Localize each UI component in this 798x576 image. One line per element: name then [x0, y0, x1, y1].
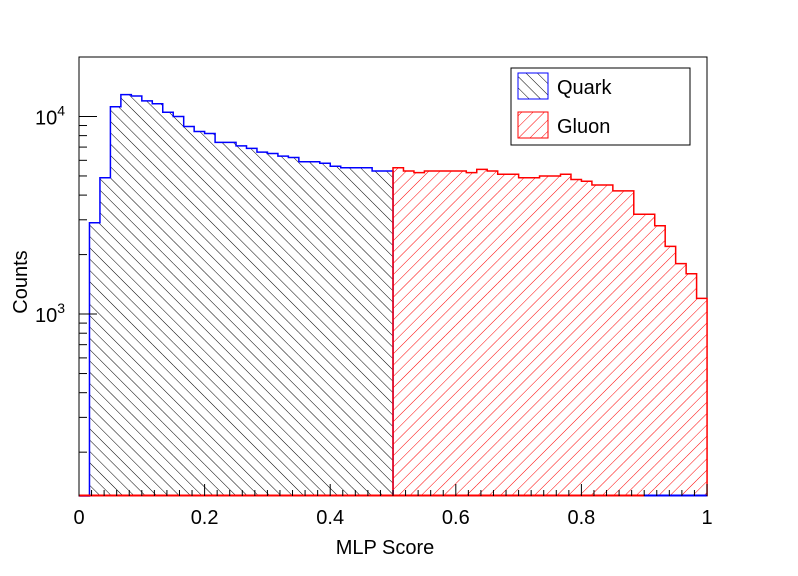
gluon-series-outline: [392, 167, 708, 496]
gluon-series-bar: [518, 177, 530, 496]
gluon-series-bar: [455, 170, 467, 497]
gluon-series-bar: [560, 174, 571, 496]
gluon-series-bar: [581, 181, 592, 497]
quark-series-bar: [319, 163, 331, 496]
quark-series-bar: [110, 106, 121, 496]
gluon-series-bar: [508, 174, 519, 496]
quark-series-bar: [204, 133, 216, 497]
gluon-series-bar: [591, 184, 603, 496]
y-tick-label: 103: [35, 300, 65, 327]
gluon-series-bar: [570, 179, 582, 497]
x-axis-ticks: 0 0.2 0.4 0.6 0.8 1: [73, 484, 713, 529]
gluon-series-bar: [487, 170, 498, 497]
quark-series-bar: [277, 156, 289, 496]
gluon-series-bar: [539, 175, 551, 496]
gluon-series-bar: [476, 169, 488, 496]
quark-series-bar: [288, 157, 299, 496]
x-tick-label: 0.4: [316, 507, 344, 529]
gluon-series-bar: [529, 177, 540, 496]
gluon-series-bar: [497, 174, 509, 496]
gluon-series-bar: [550, 175, 561, 496]
gluon-series-bar: [403, 170, 414, 497]
y-axis-label: Counts: [10, 250, 32, 313]
gluon-series-bar: [413, 172, 425, 497]
quark-series-bar: [173, 116, 184, 497]
legend-swatch-quark: [517, 72, 549, 100]
gluon-series-bar: [665, 246, 676, 496]
legend-label-gluon: Gluon: [557, 116, 610, 138]
quark-series-bar: [99, 177, 111, 496]
quark-series-bar: [340, 167, 352, 496]
gluon-series-bar: [434, 170, 446, 497]
gluon-series-bar: [602, 184, 613, 496]
quark-series-bar: [361, 167, 373, 496]
quark-series-bar: [382, 170, 394, 497]
gluon-series-bar: [466, 172, 477, 497]
quark-series-bar: [330, 166, 341, 496]
quark-series-bar: [141, 100, 153, 496]
legend-swatch-gluon: [517, 111, 549, 139]
y-axis-ticks: 103 104: [35, 56, 97, 453]
quark-series-bar: [89, 222, 100, 497]
gluon-series-bar: [654, 225, 666, 496]
x-tick-label: 1: [701, 507, 712, 529]
x-tick-label: 0.6: [442, 507, 470, 529]
y-tick-label: 104: [35, 102, 65, 129]
quark-series-bar: [372, 170, 383, 497]
quark-series-bar: [225, 142, 237, 496]
quark-series-bar: [298, 161, 310, 496]
x-tick-label: 0.8: [567, 507, 595, 529]
quark-series-bar: [194, 131, 205, 496]
quark-series-bar: [131, 95, 142, 496]
gluon-series-bar: [696, 298, 708, 496]
gluon-series-bar: [686, 273, 697, 496]
gluon-series-bar: [612, 190, 624, 496]
quark-series-bar: [152, 103, 163, 497]
gluon-series-bar: [623, 190, 634, 496]
gluon-series-bar: [424, 170, 435, 497]
gluon-series-bar: [633, 214, 645, 496]
quark-series-bar: [309, 161, 320, 496]
gluon-series-bar: [644, 214, 655, 496]
x-tick-label: 0: [73, 507, 84, 529]
quark-series-bar: [256, 152, 268, 497]
gluon-series-bar: [675, 263, 687, 496]
gluon-series-bar: [445, 170, 456, 497]
quark-series-bar: [162, 112, 174, 497]
quark-series-bar: [120, 94, 132, 496]
quark-series-bar: [236, 145, 247, 497]
legend-label-quark: Quark: [557, 77, 612, 99]
quark-series-bar: [183, 126, 195, 497]
x-axis-label: MLP Score: [336, 537, 435, 559]
x-tick-label: 0.2: [191, 507, 219, 529]
quark-series-outline: [79, 93, 394, 497]
histogram-layer: [79, 93, 708, 497]
legend: Quark Gluon: [510, 67, 691, 146]
quark-series-bar: [351, 167, 362, 496]
gluon-series-bar: [393, 167, 404, 496]
quark-series-bar: [215, 142, 226, 496]
quark-series-bar: [267, 153, 278, 496]
quark-series-bar: [246, 148, 257, 496]
